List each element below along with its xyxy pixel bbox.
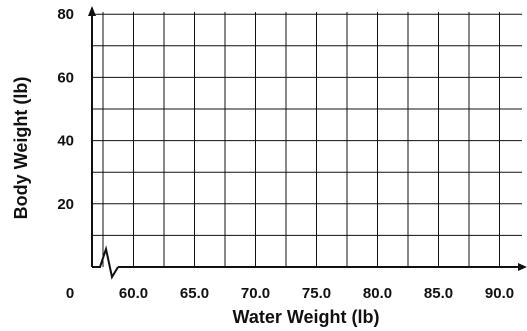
x-axis-break <box>92 245 119 280</box>
x-tick-label: 60.0 <box>119 285 148 302</box>
y-tick-label: 20 <box>57 196 74 213</box>
y-axis-arrow <box>88 6 96 16</box>
x-tick-label: 85.0 <box>424 285 453 302</box>
x-tick-label: 80.0 <box>363 285 392 302</box>
grid <box>92 12 522 267</box>
x-tick-label: 70.0 <box>241 285 270 302</box>
axes <box>88 6 527 280</box>
x-tick-label: 90.0 <box>485 285 514 302</box>
x-axis-arrow <box>518 263 527 271</box>
x-axis-title: Water Weight (lb) <box>233 307 380 327</box>
x-tick-label: 75.0 <box>302 285 331 302</box>
y-tick-label: 60 <box>57 69 74 86</box>
tick-labels: 60.065.070.075.080.085.090.0204060801001… <box>57 6 514 302</box>
y-tick-label: 80 <box>57 6 74 23</box>
origin-label: 0 <box>66 285 74 302</box>
y-tick-label: 40 <box>57 133 74 150</box>
x-tick-label: 65.0 <box>180 285 209 302</box>
y-axis-title: Body Weight (lb) <box>11 77 31 220</box>
